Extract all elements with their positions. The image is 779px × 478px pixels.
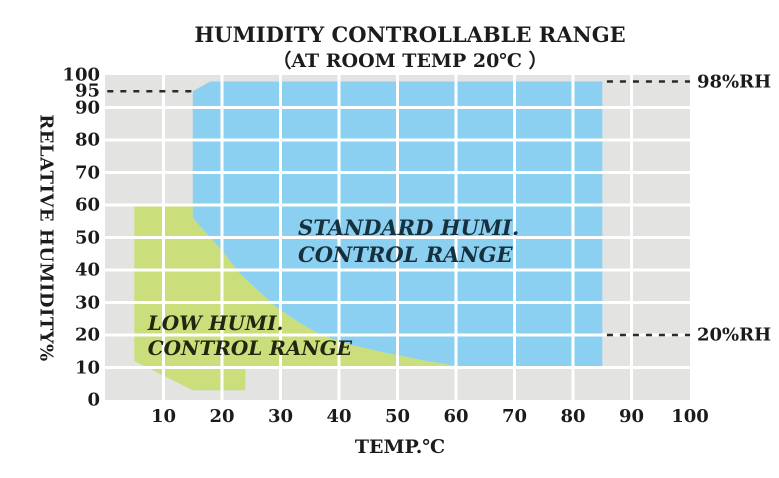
low-range-label-line1: LOW HUMI. — [147, 310, 284, 335]
y-tick-50: 50 — [74, 227, 100, 248]
y-axis-title: RELATIVE HUMIDITY% — [35, 114, 57, 362]
y-tick-95: 95 — [74, 80, 100, 102]
x-tick-50: 50 — [384, 406, 411, 427]
y-tick-100: 100 — [62, 64, 100, 86]
y-tick-90: 90 — [74, 97, 100, 118]
x-tick-100: 100 — [671, 406, 709, 427]
y-tick-20: 20 — [74, 324, 100, 346]
y-tick-80: 80 — [74, 129, 100, 151]
rh-20-label: 20%RH — [697, 324, 772, 346]
standard-range-label-line1: STANDARD HUMI. — [298, 215, 520, 241]
chart-title-line1: HUMIDITY CONTROLLABLE RANGE — [194, 22, 626, 47]
x-tick-60: 60 — [443, 406, 469, 427]
x-tick-70: 70 — [501, 406, 528, 427]
standard-range-label-line2: CONTROL RANGE — [298, 242, 513, 268]
x-tick-10: 10 — [150, 406, 177, 427]
y-tick-60: 60 — [74, 194, 100, 216]
x-tick-30: 30 — [267, 406, 294, 427]
chart-title-line2: （AT ROOM TEMP 20℃ ） — [272, 50, 548, 72]
x-tick-90: 90 — [618, 406, 645, 427]
rh-98-label: 98%RH — [697, 71, 772, 92]
x-axis-title: TEMP.℃ — [354, 436, 446, 458]
y-tick-30: 30 — [74, 292, 100, 313]
standard-range-label: STANDARD HUMI. CONTROL RANGE — [298, 214, 519, 268]
y-tick-40: 40 — [74, 259, 100, 281]
region-low-humidity-control-range — [134, 205, 468, 391]
y-tick-70: 70 — [74, 162, 100, 183]
low-range-label-line2: CONTROL RANGE — [147, 335, 353, 360]
x-tick-20: 20 — [209, 406, 235, 427]
y-tick-10: 10 — [74, 357, 100, 378]
low-range-label: LOW HUMI. CONTROL RANGE — [148, 311, 352, 361]
x-tick-80: 80 — [560, 406, 586, 427]
x-tick-40: 40 — [326, 406, 352, 427]
y-tick-0: 0 — [87, 389, 100, 411]
